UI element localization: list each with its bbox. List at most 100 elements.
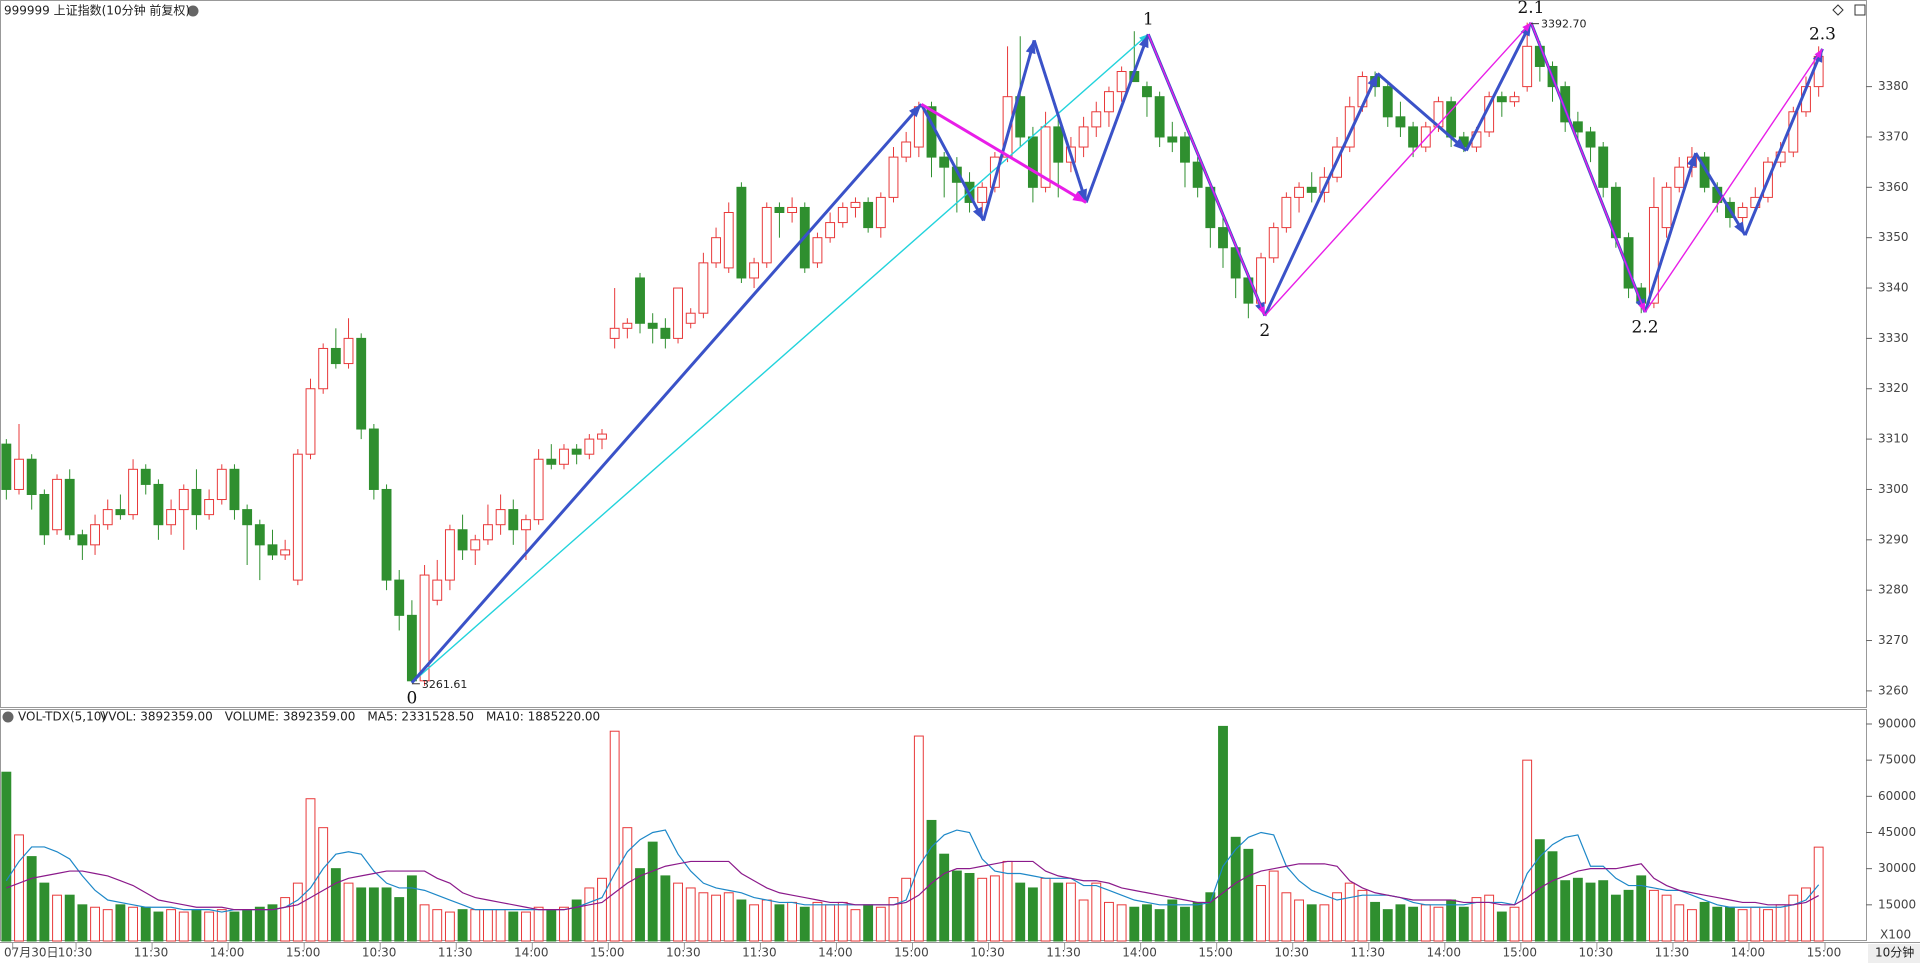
- volume-bar: [166, 909, 177, 942]
- candle-body: [1509, 96, 1520, 103]
- diamond-button[interactable]: [1832, 4, 1844, 16]
- period-label: 10分钟: [1875, 945, 1914, 960]
- trend-line: [1464, 21, 1533, 152]
- x-tick-label: 11:30: [1655, 946, 1690, 960]
- wave-label: 2.2: [1632, 318, 1659, 338]
- volume-bar: [1446, 899, 1457, 942]
- trend-line: [1147, 33, 1266, 316]
- volume-bar: [1648, 889, 1659, 942]
- volume-bar: [254, 906, 265, 942]
- arrow-head: [1453, 138, 1467, 151]
- candle-body: [52, 478, 62, 531]
- volume-bar: [178, 911, 189, 942]
- arrow-head: [1814, 48, 1823, 59]
- volume-bar: [1395, 904, 1406, 942]
- volume-bar: [609, 730, 620, 942]
- candle-body: [229, 468, 240, 511]
- volume-bar: [1344, 882, 1355, 942]
- candle-body: [521, 519, 531, 531]
- volume-bar: [1382, 909, 1393, 942]
- volume-tick-label: 75000: [1878, 753, 1916, 767]
- x-tick-label: 11:30: [1046, 946, 1081, 960]
- volume-bar: [1433, 906, 1444, 942]
- volume-bar: [406, 875, 417, 942]
- volume-readout: VOLUME: 3892359.00: [225, 710, 356, 724]
- arrow-head: [972, 206, 984, 221]
- volume-bar: [1167, 899, 1178, 942]
- volume-readout: MA10: 1885220.00: [486, 710, 600, 724]
- volume-bar: [39, 882, 50, 942]
- volume-bar: [1281, 892, 1292, 942]
- volume-bar: [368, 887, 379, 942]
- volume-bar: [1357, 889, 1368, 942]
- volume-bar: [1091, 882, 1102, 942]
- candle-body: [571, 448, 582, 455]
- volume-bar: [1370, 901, 1381, 942]
- trend-line: [1263, 72, 1379, 317]
- volume-bar: [1560, 880, 1571, 942]
- volume-tick-label: 60000: [1878, 789, 1916, 803]
- volume-bar: [622, 827, 633, 942]
- volume-bar: [1, 771, 12, 942]
- candle-body: [901, 141, 912, 158]
- candle-body: [1104, 91, 1114, 113]
- candle-body: [1192, 161, 1203, 188]
- volume-bar: [787, 901, 798, 942]
- candle-body: [242, 509, 253, 526]
- y-tick-label: 3380: [1878, 79, 1909, 93]
- volume-bar: [1610, 894, 1621, 942]
- candle-body: [749, 262, 760, 279]
- volume-menu-icon[interactable]: [2, 711, 14, 723]
- volume-bar: [1268, 870, 1279, 942]
- candle-body: [330, 347, 341, 365]
- volume-bar: [115, 904, 126, 942]
- candle-body: [90, 524, 100, 546]
- volume-bar: [1154, 909, 1165, 942]
- candle-body: [685, 312, 696, 324]
- volume-bar: [685, 887, 696, 942]
- volume-bar: [90, 906, 100, 942]
- volume-bar: [128, 906, 139, 942]
- volume-bar: [318, 827, 329, 942]
- candle-body: [951, 166, 962, 183]
- volume-bar: [482, 909, 493, 942]
- window-button[interactable]: [1854, 4, 1866, 16]
- volume-bar: [305, 798, 316, 942]
- volume-bar: [1547, 851, 1558, 942]
- wave-label: 2.1: [1517, 0, 1544, 18]
- x-tick-label: 10:30: [970, 946, 1005, 960]
- volume-bar: [1471, 897, 1482, 942]
- candle-body: [635, 277, 645, 324]
- volume-bar: [888, 897, 899, 942]
- volume-readout: MA5: 2331528.50: [367, 710, 474, 724]
- volume-bar: [153, 911, 164, 942]
- volume-bar: [521, 911, 531, 942]
- volume-bar: [1801, 887, 1811, 942]
- volume-tick-label: 45000: [1878, 825, 1916, 839]
- menu-icon[interactable]: [187, 5, 199, 17]
- arrow-head: [1522, 22, 1531, 32]
- trend-line: [1743, 48, 1824, 236]
- volume-bar: [1775, 904, 1786, 942]
- volume-bar: [799, 906, 810, 942]
- y-tick-label: 3320: [1878, 381, 1909, 395]
- candle-body: [1027, 136, 1038, 188]
- candle-body: [280, 549, 291, 556]
- volume-bar: [926, 819, 937, 942]
- volume-bar: [470, 909, 481, 942]
- candle-body: [77, 534, 88, 546]
- candle-body: [216, 468, 227, 501]
- volume-bar: [191, 909, 202, 942]
- volume-bar: [343, 882, 354, 942]
- volume-bar: [1192, 901, 1203, 942]
- price-mark-label: 3392.70: [1541, 18, 1587, 31]
- volume-bar: [875, 906, 886, 942]
- volume-bar: [1053, 882, 1064, 942]
- volume-bar: [1458, 906, 1469, 942]
- volume-bar: [1218, 725, 1228, 942]
- candle-body: [673, 287, 683, 339]
- trend-line: [920, 102, 1087, 204]
- volume-bar: [1040, 877, 1051, 942]
- volume-bar: [660, 875, 671, 942]
